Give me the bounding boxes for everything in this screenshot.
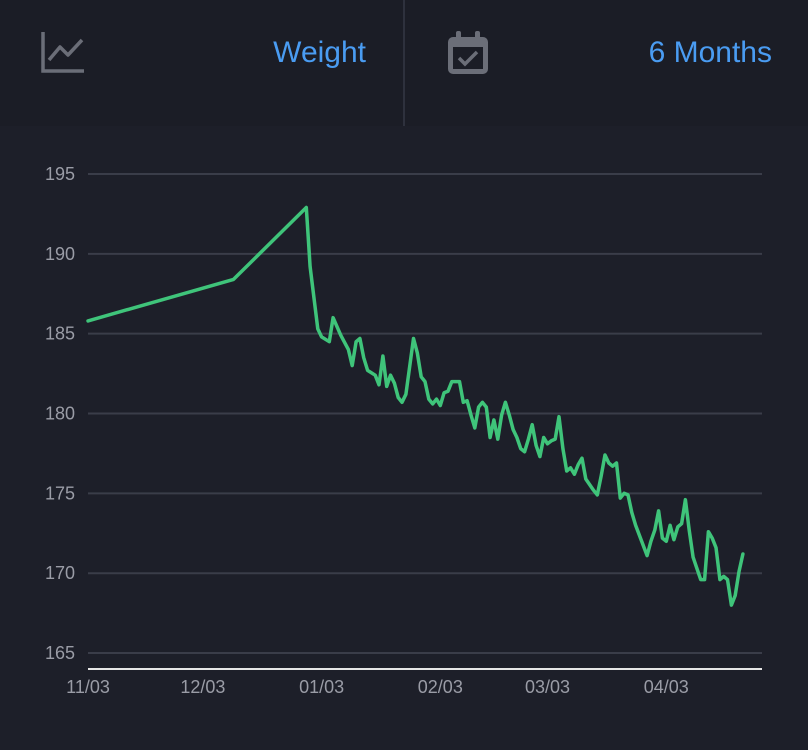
weight-chart: 195 190 185 180 175 170 165 11/03 12/03 01/03 02/… xyxy=(45,164,762,697)
y-tick-label-170: 170 xyxy=(45,563,75,583)
series-line-weight xyxy=(86,205,745,607)
line-chart-icon[interactable] xyxy=(40,30,86,74)
x-tick-label-5: 04/03 xyxy=(644,677,689,697)
range-selector[interactable]: 6 Months xyxy=(648,36,772,69)
calendar-check-icon[interactable] xyxy=(446,30,490,76)
series-layer xyxy=(86,205,745,607)
grid-lines xyxy=(88,172,762,655)
y-axis-tick-labels: 195 190 185 180 175 170 165 xyxy=(45,164,75,663)
y-tick-label-195: 195 xyxy=(45,164,75,184)
y-tick-label-165: 165 xyxy=(45,643,75,663)
y-tick-label-175: 175 xyxy=(45,483,75,503)
y-tick-label-180: 180 xyxy=(45,404,75,424)
x-tick-label-0: 11/03 xyxy=(66,677,110,697)
header-divider xyxy=(403,0,405,126)
x-axis-tick-labels: 11/03 12/03 01/03 02/03 03/03 04/03 xyxy=(66,677,689,697)
metric-selector[interactable]: Weight xyxy=(273,36,366,69)
x-tick-label-2: 01/03 xyxy=(299,677,344,697)
x-tick-label-3: 02/03 xyxy=(418,677,463,697)
x-tick-label-1: 12/03 xyxy=(180,677,225,697)
y-tick-label-190: 190 xyxy=(45,244,75,264)
y-tick-label-185: 185 xyxy=(45,324,75,344)
header-bar: Weight 6 Months xyxy=(0,0,808,126)
x-tick-label-4: 03/03 xyxy=(525,677,570,697)
